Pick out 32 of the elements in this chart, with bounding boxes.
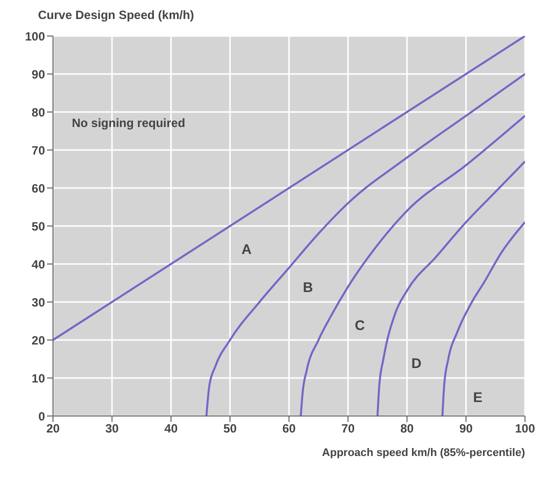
- x-tick-label: 50: [223, 422, 237, 436]
- y-tick-label: 50: [32, 219, 46, 234]
- y-tick-label: 100: [24, 29, 46, 44]
- annotation: C: [354, 316, 365, 333]
- x-tick-label: 70: [341, 422, 355, 436]
- annotation: D: [411, 354, 422, 371]
- x-axis-title: Approach speed km/h (85%-percentile): [322, 447, 526, 459]
- y-axis-title: Curve Design Speed (km/h): [37, 8, 196, 24]
- annotation: E: [473, 389, 482, 405]
- line-series: [300, 114, 525, 416]
- x-tick-label: 30: [105, 422, 119, 436]
- x-tick-label: 90: [459, 422, 473, 436]
- y-tick-label: 60: [32, 181, 46, 196]
- line-series: [205, 73, 525, 416]
- x-tick-label: 40: [164, 422, 178, 436]
- annotation: A: [241, 240, 252, 257]
- y-tick-label: 0: [38, 409, 46, 424]
- y-tick-label: 10: [32, 371, 46, 386]
- annotation: B: [302, 278, 313, 295]
- y-tick-label: 90: [32, 67, 46, 82]
- line-series: [376, 160, 525, 416]
- y-tick-label: 80: [32, 105, 46, 120]
- y-tick-label: 40: [32, 257, 46, 272]
- y-tick-label: 70: [32, 143, 46, 158]
- x-tick-label: 60: [282, 422, 296, 436]
- y-tick-label: 30: [32, 295, 46, 310]
- x-tick-label: 80: [400, 422, 414, 436]
- x-tick-label: 20: [46, 422, 60, 436]
- y-tick-label: 20: [32, 333, 46, 348]
- x-tick-label: 100: [514, 422, 536, 436]
- annotation: No signing required: [72, 116, 186, 130]
- line-series: [441, 221, 525, 416]
